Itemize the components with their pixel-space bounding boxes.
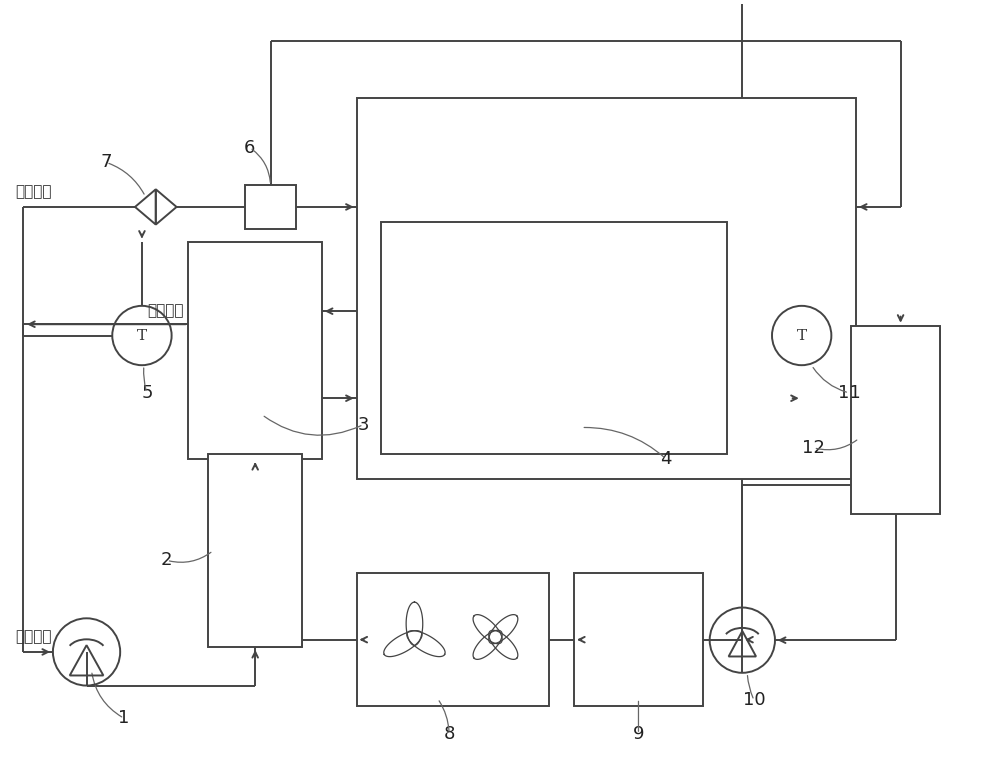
Text: 空气入口: 空气入口 bbox=[15, 629, 52, 644]
Bar bbox=[208, 454, 302, 647]
Bar bbox=[357, 573, 549, 706]
Text: 氢气入口: 氢气入口 bbox=[15, 184, 52, 199]
Text: 5: 5 bbox=[141, 384, 153, 402]
Text: 6: 6 bbox=[244, 138, 255, 157]
Bar bbox=[188, 242, 322, 459]
Text: 12: 12 bbox=[802, 439, 825, 457]
Text: 8: 8 bbox=[443, 725, 455, 743]
Text: 2: 2 bbox=[161, 552, 172, 569]
Text: T: T bbox=[137, 328, 147, 343]
Text: 空气出口: 空气出口 bbox=[147, 303, 183, 318]
Text: T: T bbox=[797, 328, 807, 343]
Text: 3: 3 bbox=[358, 415, 369, 434]
Text: 9: 9 bbox=[633, 725, 644, 743]
Bar bbox=[245, 185, 296, 229]
Bar bbox=[574, 573, 703, 706]
Bar bbox=[381, 222, 727, 454]
Text: 1: 1 bbox=[118, 709, 130, 728]
Bar bbox=[357, 98, 856, 479]
Bar bbox=[851, 326, 940, 513]
Text: 7: 7 bbox=[101, 154, 112, 171]
Text: 11: 11 bbox=[838, 384, 861, 402]
Text: 4: 4 bbox=[661, 450, 672, 468]
Text: 10: 10 bbox=[743, 692, 766, 709]
